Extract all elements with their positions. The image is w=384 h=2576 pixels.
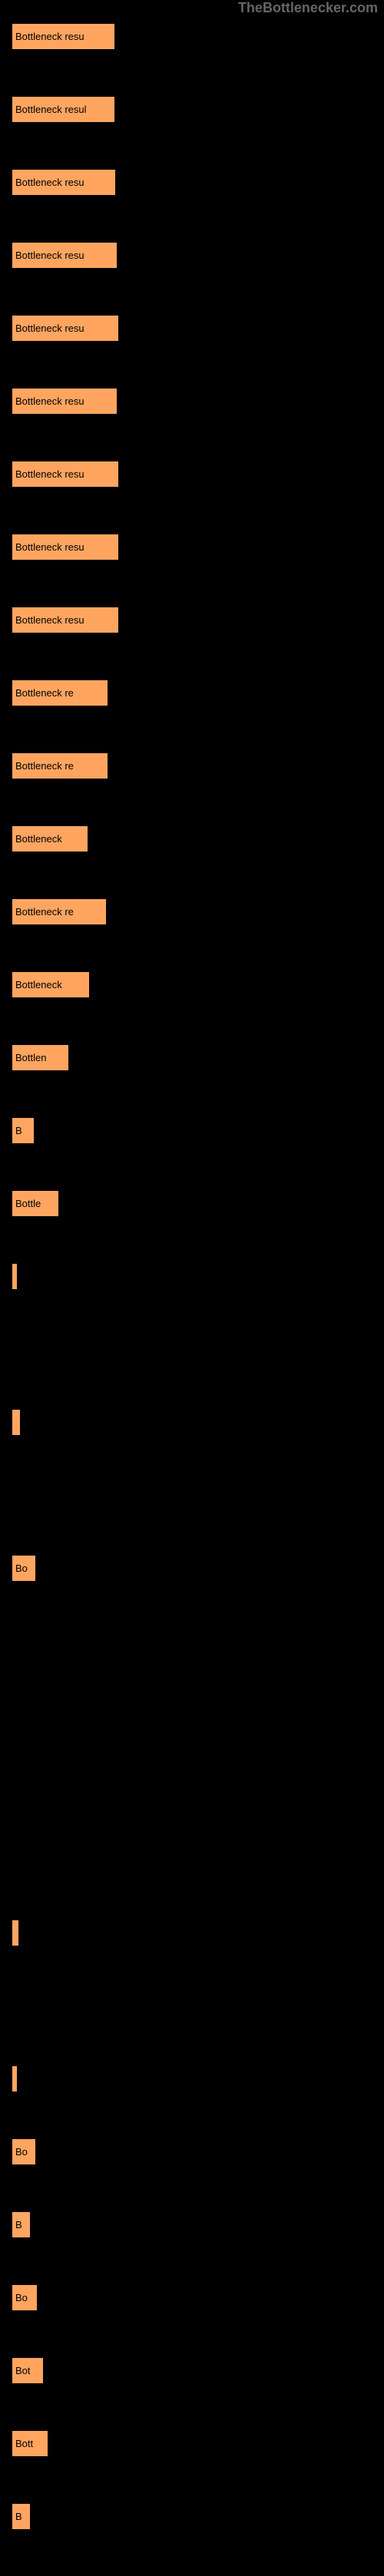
chart-bar <box>12 1263 18 1290</box>
chart-bar: Bot <box>12 2357 44 2384</box>
bar-label: Bo <box>15 1562 28 1574</box>
chart-bar: B <box>12 1117 35 1144</box>
bar-label: Bottlen <box>15 1052 46 1063</box>
bar-label: Bottleneck <box>15 833 62 845</box>
bar-label: Bottleneck re <box>15 687 74 699</box>
bar-label: Bottleneck re <box>15 906 74 918</box>
bar-label: Bottleneck <box>15 979 62 990</box>
chart-bar: Bottleneck resu <box>12 242 118 269</box>
chart-bar: Bo <box>12 1555 36 1582</box>
chart-bar <box>12 1409 21 1436</box>
bar-label: Bottleneck resu <box>15 468 84 480</box>
bar-label: B <box>15 2511 22 2522</box>
chart-bar: Bott <box>12 2430 48 2457</box>
bar-spacer <box>12 1847 372 1873</box>
chart-bar: Bottle <box>12 1190 59 1217</box>
watermark-text: TheBottlenecker.com <box>238 0 378 16</box>
bar-label: Bo <box>15 2292 28 2303</box>
bar-spacer <box>12 1482 372 1509</box>
chart-bar: Bottleneck re <box>12 898 107 925</box>
bar-spacer <box>12 1701 372 1728</box>
bar-spacer <box>12 1774 372 1801</box>
bar-label: Bottleneck resu <box>15 31 84 42</box>
bar-label: B <box>15 2219 22 2230</box>
bar-label: Bottleneck resu <box>15 322 84 334</box>
chart-bar: Bottleneck <box>12 825 88 852</box>
chart-bar: Bottleneck resu <box>12 461 119 488</box>
chart-bar: B <box>12 2211 31 2238</box>
chart-bar: Bo <box>12 2284 38 2311</box>
chart-bar <box>12 1920 19 1946</box>
chart-bar: Bottleneck re <box>12 752 108 779</box>
chart-bar: Bottleneck re <box>12 680 108 706</box>
chart-bar: Bottleneck resu <box>12 534 119 561</box>
chart-bar: Bottleneck resu <box>12 315 119 342</box>
bar-spacer <box>12 1992 372 2019</box>
bar-label: Bot <box>15 2365 31 2376</box>
bar-label: Bottleneck re <box>15 760 74 772</box>
chart-bar <box>12 2065 18 2092</box>
chart-bar: Bottleneck resu <box>12 23 115 50</box>
bar-label: Bottleneck resu <box>15 250 84 261</box>
chart-bar: Bottleneck resu <box>12 169 116 196</box>
bar-label: Bottleneck resul <box>15 104 87 115</box>
chart-container: Bottleneck resu Bottleneck resul Bottlenec… <box>12 23 372 2576</box>
chart-bar: Bottleneck resu <box>12 607 119 633</box>
bar-label: Bott <box>15 2438 33 2449</box>
chart-bar: Bottleneck resul <box>12 96 115 123</box>
bar-label: Bottleneck resu <box>15 614 84 626</box>
bar-label: Bottleneck resu <box>15 395 84 407</box>
bar-label: Bo <box>15 2146 28 2158</box>
chart-bar: Bo <box>12 2138 36 2165</box>
chart-bar: B <box>12 2503 31 2530</box>
chart-bar: Bottleneck <box>12 971 90 998</box>
bar-label: Bottleneck resu <box>15 177 84 188</box>
bar-label: Bottleneck resu <box>15 541 84 553</box>
chart-bar: Bottlen <box>12 1044 69 1071</box>
chart-bar: Bottleneck resu <box>12 388 118 415</box>
bar-spacer <box>12 1336 372 1363</box>
bar-spacer <box>12 1628 372 1655</box>
bar-label: Bottle <box>15 1198 41 1209</box>
bar-label: B <box>15 1125 22 1136</box>
